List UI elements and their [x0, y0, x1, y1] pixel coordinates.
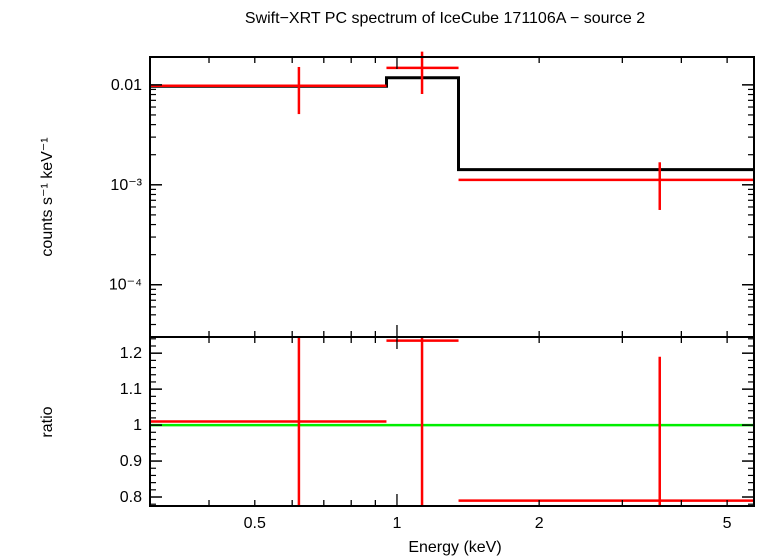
ratio-y-tick-label: 0.8	[120, 489, 142, 506]
spectrum-data-point	[150, 66, 387, 115]
spectrum-data-point	[386, 51, 459, 95]
spectrum-y-tick-label: 10⁻³	[110, 177, 142, 194]
x-axis-label: Energy (keV)	[408, 539, 501, 556]
spectrum-data-point	[458, 162, 754, 210]
spectrum-panel: 0.01 10⁻³ 10⁻⁴ counts s⁻¹ keV⁻¹	[39, 51, 755, 338]
ratio-axes: 0.5 1 2 5 0.8 0.9 1 1.1 1.2	[120, 337, 754, 532]
ratio-plot-area	[150, 337, 754, 506]
ratio-y-tick-label: 1.1	[120, 381, 142, 398]
ratio-y-axis-label: ratio	[39, 406, 56, 437]
model-step-line	[150, 76, 754, 172]
ratio-data-point	[150, 337, 387, 506]
ratio-y-tick-label: 0.9	[120, 453, 142, 470]
spectrum-y-axis-label: counts s⁻¹ keV⁻¹	[39, 137, 56, 256]
ratio-y-tick-label: 1	[133, 417, 142, 434]
ratio-data-point	[386, 337, 459, 506]
x-tick-label: 2	[535, 515, 544, 532]
spectrum-y-axis: 0.01 10⁻³ 10⁻⁴	[109, 57, 754, 338]
ratio-panel-frame	[149, 336, 755, 507]
x-tick-label: 5	[723, 515, 732, 532]
spectrum-y-tick-label: 0.01	[111, 77, 142, 94]
x-tick-label: 0.5	[244, 515, 266, 532]
ratio-panel: 0.5 1 2 5 0.8 0.9 1 1.1 1.2 ratio Energy (keV)	[39, 336, 755, 556]
spectrum-plot-area	[150, 51, 754, 210]
x-tick-label: 1	[393, 515, 402, 532]
ratio-y-tick-label: 1.2	[120, 345, 142, 362]
ratio-data-point	[458, 356, 754, 506]
spectrum-panel-frame	[149, 56, 755, 338]
chart-title: Swift−XRT PC spectrum of IceCube 171106A…	[245, 10, 645, 27]
spectrum-y-tick-label: 10⁻⁴	[109, 277, 142, 294]
